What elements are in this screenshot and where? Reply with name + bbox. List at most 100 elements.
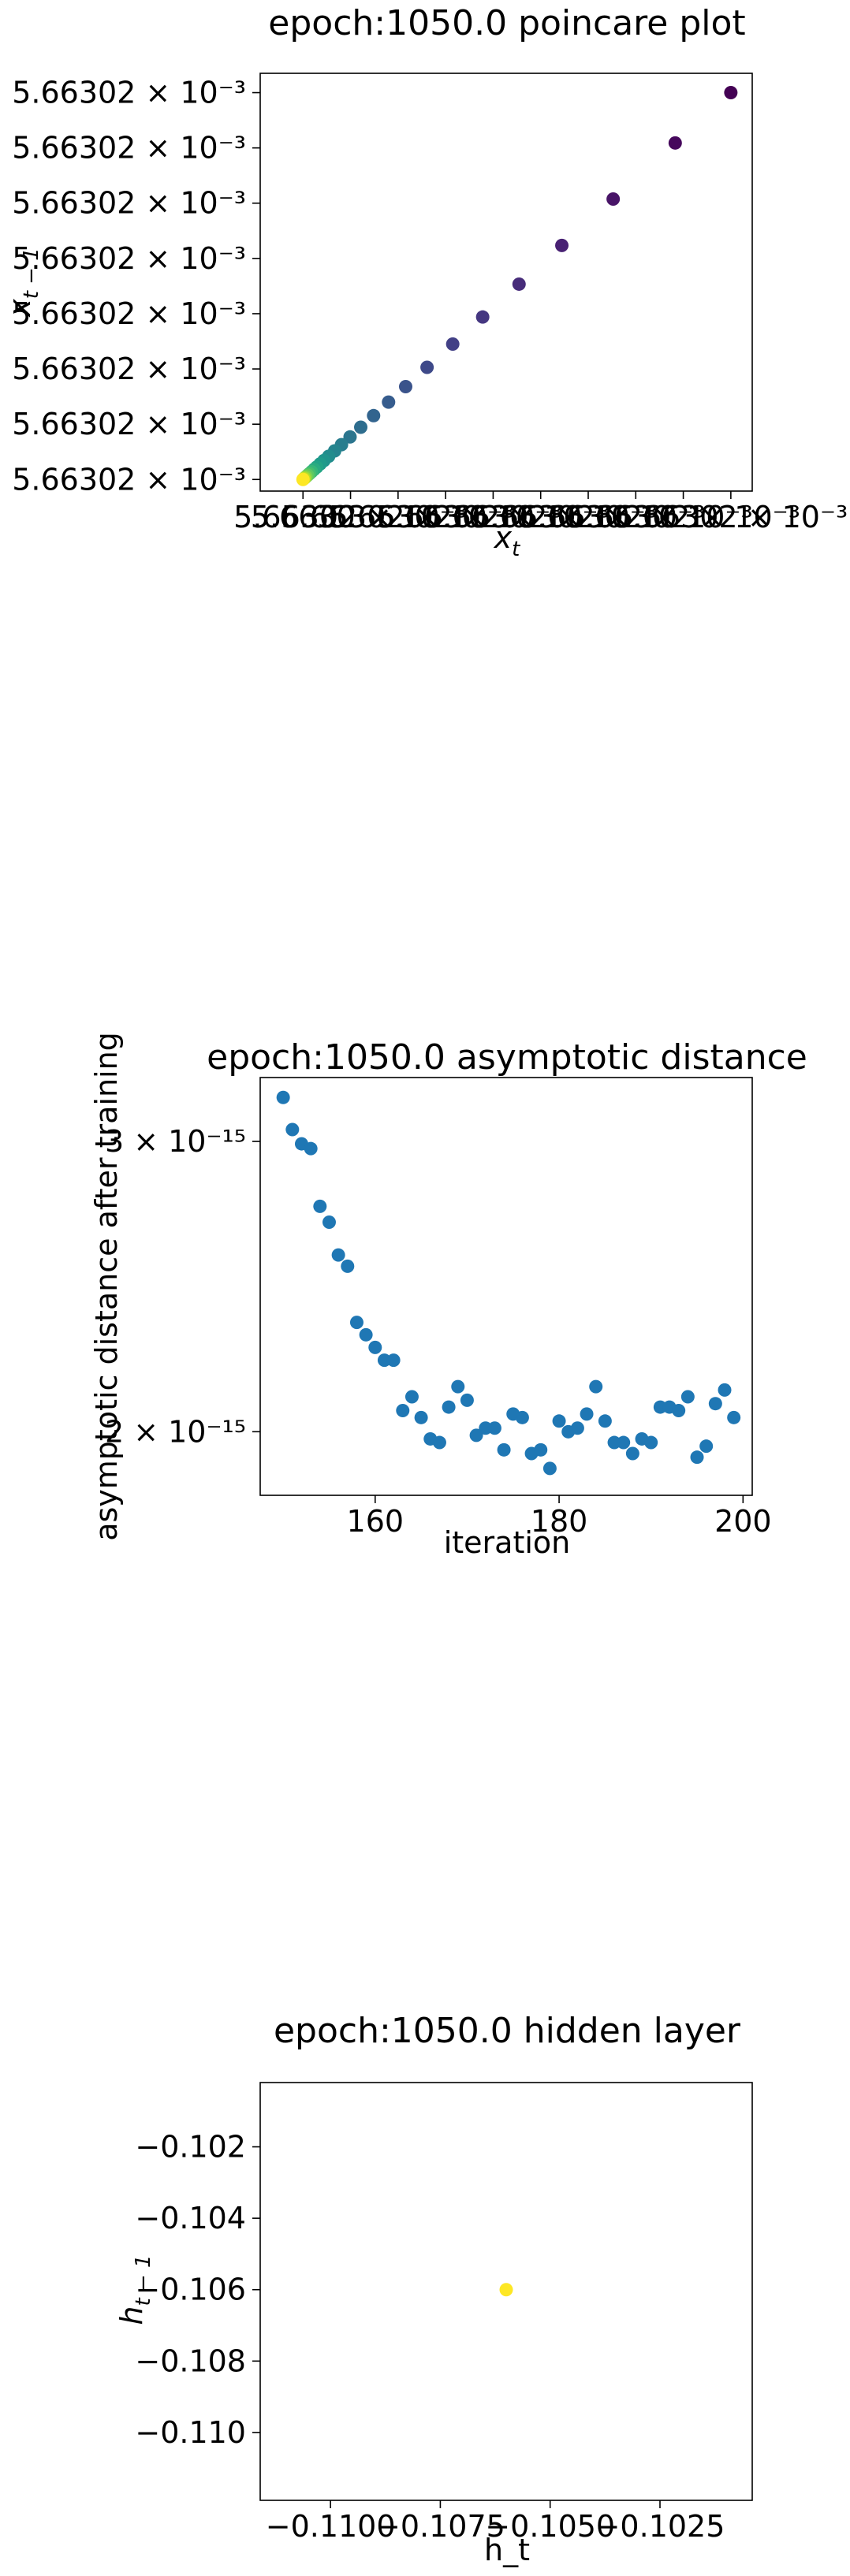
asymptotic-point: [487, 1421, 501, 1435]
asymptotic-point: [331, 1248, 345, 1262]
poincare-point: [668, 136, 682, 150]
asymptotic-point: [690, 1450, 704, 1465]
poincare-y-tick-label: 5.66302 × 10⁻³: [12, 296, 246, 331]
poincare-point: [420, 360, 434, 374]
asymptotic-chart: epoch:1050.0 asymptotic distance 3 × 10⁻…: [89, 1032, 807, 1560]
asymptotic-point: [515, 1410, 529, 1424]
hidden-layer-y-tick-label: −0.110: [135, 2415, 246, 2450]
poincare-x-tick-label: 5.66302 × 10⁻³: [472, 500, 706, 534]
poincare-y-tick-label: 5.66302 × 10⁻³: [12, 131, 246, 166]
poincare-y-tick-label: 5.66302 × 10⁻³: [12, 352, 246, 386]
hidden-layer-chart: epoch:1050.0 hidden layer −0.102−0.104−0…: [114, 2011, 753, 2567]
asymptotic-point: [653, 1400, 667, 1414]
poincare-point: [446, 337, 460, 352]
asymptotic-point: [359, 1327, 373, 1342]
asymptotic-point: [368, 1340, 382, 1354]
asymptotic-point: [432, 1435, 446, 1450]
poincare-point: [382, 395, 396, 409]
asymptotic-x-tick-label: 180: [531, 1504, 588, 1539]
poincare-y-ticks: 5.66302 × 10⁻³ 5.66302 × 10⁻³ 5.66302 × 10…: [12, 76, 260, 497]
asymptotic-point: [285, 1122, 300, 1137]
poincare-x-tick-label: 5.66302 × 10⁻³: [233, 500, 468, 534]
asymptotic-point: [699, 1439, 714, 1454]
asymptotic-point: [718, 1383, 732, 1397]
asymptotic-point: [570, 1421, 584, 1435]
asymptotic-point: [708, 1397, 722, 1411]
poincare-point: [512, 277, 526, 291]
hidden-layer-x-tick-label: −0.1050: [485, 2509, 615, 2544]
poincare-point: [398, 380, 412, 393]
hidden-layer-y-label: ht − 1: [114, 2254, 155, 2325]
asymptotic-point: [404, 1390, 419, 1404]
asymptotic-x-tick-label: 160: [347, 1504, 404, 1539]
hidden-layer-y-ticks: −0.102 −0.104 −0.106 −0.108 −0.110: [135, 2130, 260, 2450]
hidden-layer-plot-area: [259, 2082, 753, 2501]
poincare-x-label: xt: [494, 520, 521, 561]
poincare-x-tick-label: 5.66302 × 10⁻³: [281, 500, 515, 534]
asymptotic-point: [460, 1393, 474, 1407]
asymptotic-point: [607, 1435, 621, 1450]
asymptotic-point: [497, 1442, 511, 1457]
poincare-point: [354, 420, 368, 434]
asymptotic-title: epoch:1050.0 asymptotic distance: [207, 1037, 807, 1078]
hidden-layer-y-tick-label: −0.106: [135, 2273, 246, 2307]
poincare-point: [367, 408, 381, 423]
poincare-point: [724, 86, 738, 100]
asymptotic-point: [580, 1407, 594, 1421]
poincare-point: [296, 472, 310, 486]
asymptotic-point: [386, 1353, 401, 1368]
poincare-x-tick-label: 5.66302 × 10⁻³: [613, 500, 848, 534]
asymptotic-point: [644, 1435, 658, 1450]
asymptotic-point: [672, 1403, 686, 1417]
asymptotic-y-tick-label: 2 × 10⁻¹⁵: [105, 1414, 246, 1449]
asymptotic-y-tick-label: 3 × 10⁻¹⁵: [105, 1124, 246, 1159]
asymptotic-point: [598, 1414, 612, 1428]
asymptotic-point: [442, 1400, 456, 1414]
poincare-y-tick-label: 5.66302 × 10⁻³: [12, 462, 246, 497]
poincare-chart: epoch:1050.0 poincare plot 5.66302 × 10⁻…: [2, 3, 848, 561]
poincare-point: [475, 310, 490, 324]
poincare-plot-area: [259, 73, 753, 492]
hidden-layer-x-tick-label: −0.1100: [266, 2509, 396, 2544]
poincare-x-tick-label: 5.66302 × 10⁻³: [423, 500, 658, 534]
asymptotic-x-tick-label: 200: [714, 1504, 772, 1539]
poincare-y-tick-label: 5.66302 × 10⁻³: [12, 241, 246, 276]
asymptotic-point: [377, 1353, 391, 1368]
asymptotic-point: [727, 1410, 741, 1424]
poincare-y-tick-label: 5.66302 × 10⁻³: [12, 76, 246, 110]
hidden-layer-points: [499, 2283, 513, 2297]
asymptotic-point: [589, 1379, 603, 1394]
asymptotic-point: [617, 1435, 631, 1450]
asymptotic-point: [542, 1461, 557, 1476]
poincare-x-tick-label: 5.66302 × 10⁻³: [566, 500, 800, 534]
asymptotic-points: [276, 1090, 741, 1476]
asymptotic-point: [552, 1414, 566, 1428]
asymptotic-y-label: asymptotic distance after training: [89, 1032, 124, 1541]
asymptotic-point: [396, 1403, 410, 1417]
poincare-x-tick-label: 5.66302 × 10⁻³: [329, 500, 563, 534]
asymptotic-point: [469, 1428, 483, 1442]
hidden-layer-x-tick-label: −0.1025: [595, 2509, 725, 2544]
poincare-x-tick-label: 5.66302 × 10⁻³: [376, 500, 610, 534]
hidden-layer-y-tick-label: −0.108: [135, 2343, 246, 2378]
hidden-layer-x-label: h_t: [484, 2533, 530, 2567]
asymptotic-point: [349, 1316, 363, 1330]
asymptotic-point: [479, 1421, 493, 1435]
hidden-layer-y-tick-label: −0.104: [135, 2201, 246, 2235]
poincare-title: epoch:1050.0 poincare plot: [268, 3, 745, 43]
asymptotic-point: [414, 1410, 428, 1424]
hidden-layer-title: epoch:1050.0 hidden layer: [274, 2011, 741, 2051]
poincare-points: [296, 86, 738, 486]
poincare-point: [555, 238, 569, 252]
asymptotic-point: [322, 1215, 336, 1229]
poincare-point: [343, 430, 357, 444]
poincare-x-tick-label: 5.66302 × 10⁻³: [519, 500, 753, 534]
asymptotic-point: [341, 1259, 355, 1273]
asymptotic-plot-area: [259, 1077, 753, 1496]
asymptotic-point: [276, 1090, 290, 1104]
poincare-point: [606, 192, 621, 206]
asymptotic-point: [534, 1442, 548, 1457]
poincare-x-tick-label: 5.6630: [251, 500, 356, 534]
